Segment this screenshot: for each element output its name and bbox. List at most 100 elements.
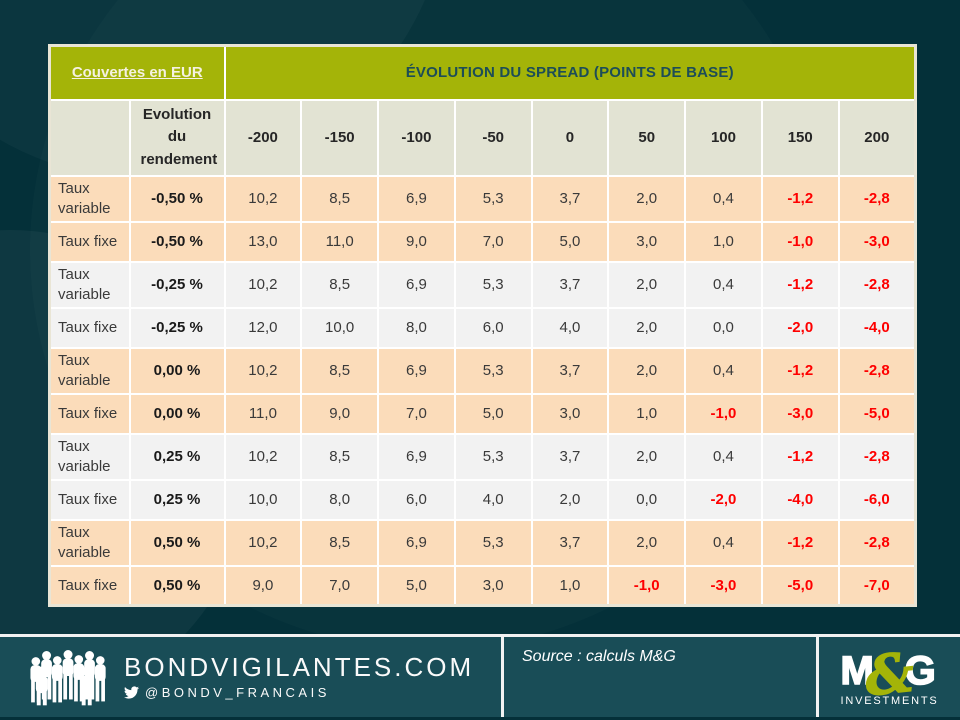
- table-row: Taux variable -0,25 % 10,2 8,5 6,9 5,3 3,7 2,0 0…: [48, 260, 917, 309]
- spread-value-cell: -3,0: [684, 564, 763, 607]
- table-row: Taux fixe -0,50 % 13,0 11,0 9,0 7,0 5,0 3,0 1,0-…: [48, 220, 917, 263]
- table-title: ÉVOLUTION DU SPREAD (POINTS DE BASE): [223, 44, 917, 101]
- spread-value-cell: 4,0: [453, 478, 533, 521]
- yield-cell: 0,50 %: [128, 518, 226, 567]
- spread-column-header: -50: [453, 98, 533, 177]
- site-name: BONDVIGILANTES.COM: [124, 652, 475, 683]
- spread-column-header: 0: [530, 98, 610, 177]
- row-label: Taux fixe: [48, 220, 131, 263]
- spread-value-cell: 8,5: [300, 346, 380, 395]
- spread-column-header: 200: [837, 98, 917, 177]
- yield-cell: -0,50 %: [128, 174, 226, 223]
- spread-column-header: 100: [684, 98, 763, 177]
- spread-value-cell: 5,3: [453, 518, 533, 567]
- table-row: Taux variable 0,50 % 10,2 8,5 6,9 5,3 3,7 2,0 0,…: [48, 518, 917, 567]
- spread-value-cell: -2,0: [760, 306, 840, 349]
- spread-value-cell: 3,0: [607, 220, 687, 263]
- spread-value-cell: 10,2: [223, 174, 303, 223]
- spread-value-cell: 9,0: [223, 564, 303, 607]
- spread-value-cell: 8,0: [300, 478, 380, 521]
- table-row: Taux variable -0,50 % 10,2 8,5 6,9 5,3 3,7 2,0 0…: [48, 174, 917, 223]
- spread-value-cell: -2,0: [684, 478, 763, 521]
- spread-value-cell: 2,0: [607, 174, 687, 223]
- spread-value-cell: 3,7: [530, 174, 610, 223]
- spread-value-cell: -2,8: [837, 518, 917, 567]
- spread-column-header: -200: [223, 98, 303, 177]
- spread-value-cell: 4,0: [530, 306, 610, 349]
- table-row: Taux fixe 0,00 % 11,0 9,0 7,0 5,0 3,0 1,0 -1,0 -3…: [48, 392, 917, 435]
- row-label: Taux variable: [48, 518, 131, 567]
- spread-value-cell: 8,5: [300, 174, 380, 223]
- spread-value-cell: 11,0: [223, 392, 303, 435]
- title-row: Couvertes en EUR ÉVOLUTION DU SPREAD (PO…: [48, 44, 917, 101]
- spread-value-cell: 13,0: [223, 220, 303, 263]
- spread-value-cell: 10,0: [223, 478, 303, 521]
- footer-brand-section: BONDVIGILANTES.COM @BONDV_FRANCAIS: [0, 637, 504, 717]
- spread-value-cell: -3,0: [837, 220, 917, 263]
- spread-value-cell: -6,0: [837, 478, 917, 521]
- spread-value-cell: 9,0: [300, 392, 380, 435]
- spread-value-cell: -1,0: [760, 220, 840, 263]
- spread-value-cell: -2,8: [837, 260, 917, 309]
- row-label: Taux fixe: [48, 306, 131, 349]
- spread-value-cell: -1,2: [760, 432, 840, 481]
- spread-value-cell: 5,3: [453, 346, 533, 395]
- spread-value-cell: -1,0: [607, 564, 687, 607]
- spread-value-cell: -2,8: [837, 174, 917, 223]
- spread-value-cell: 5,3: [453, 432, 533, 481]
- row-label: Taux fixe: [48, 478, 131, 521]
- spread-value-cell: 0,0: [684, 306, 763, 349]
- spread-value-cell: -1,2: [760, 518, 840, 567]
- row-label: Taux variable: [48, 432, 131, 481]
- spread-column-header: 50: [607, 98, 687, 177]
- spread-value-cell: 3,0: [530, 392, 610, 435]
- spread-value-cell: 2,0: [607, 518, 687, 567]
- spread-value-cell: 0,4: [684, 260, 763, 309]
- yield-cell: 0,50 %: [128, 564, 226, 607]
- spread-value-cell: 6,9: [377, 518, 456, 567]
- yield-cell: 0,00 %: [128, 392, 226, 435]
- row-label: Taux variable: [48, 260, 131, 309]
- logo-letter-m: M: [840, 649, 875, 693]
- spread-value-cell: 10,2: [223, 432, 303, 481]
- row-label: Taux variable: [48, 174, 131, 223]
- spread-header-row: Evolution du rendement -200 -150 -100 -50 0 5…: [48, 98, 917, 177]
- logo-ampersand: &: [861, 639, 917, 709]
- table-row: Taux fixe 0,50 % 9,0 7,0 5,0 3,0 1,0 -1,0 -3,0 -5…: [48, 564, 917, 607]
- table-row: Taux fixe 0,25 % 10,0 8,0 6,0 4,0 2,0 0,0 -2,0 -4…: [48, 478, 917, 521]
- spread-value-cell: 3,7: [530, 432, 610, 481]
- footer-source-section: Source : calculs M&G: [504, 637, 819, 717]
- footer-bar: BONDVIGILANTES.COM @BONDV_FRANCAIS Sourc…: [0, 634, 960, 717]
- spread-value-cell: 10,0: [300, 306, 380, 349]
- spread-value-cell: 10,2: [223, 346, 303, 395]
- spread-value-cell: 5,0: [377, 564, 456, 607]
- spread-value-cell: 3,7: [530, 260, 610, 309]
- spread-value-cell: -3,0: [760, 392, 840, 435]
- spread-value-cell: 0,4: [684, 346, 763, 395]
- yield-cell: -0,50 %: [128, 220, 226, 263]
- row-label: Taux fixe: [48, 564, 131, 607]
- spread-value-cell: -2,8: [837, 432, 917, 481]
- spread-value-cell: 2,0: [607, 260, 687, 309]
- yield-column-header: Evolution du rendement: [128, 98, 226, 177]
- spread-value-cell: 6,9: [377, 346, 456, 395]
- logo-caption: INVESTMENTS: [840, 695, 939, 708]
- table-body: Taux variable -0,50 % 10,2 8,5 6,9 5,3 3,7 2,0 0…: [48, 174, 917, 607]
- spread-value-cell: -7,0: [837, 564, 917, 607]
- spread-value-cell: 3,0: [453, 564, 533, 607]
- yield-cell: -0,25 %: [128, 260, 226, 309]
- spread-value-cell: 11,0: [300, 220, 380, 263]
- spread-value-cell: -5,0: [760, 564, 840, 607]
- row-label: Taux variable: [48, 346, 131, 395]
- table-row: Taux variable 0,00 % 10,2 8,5 6,9 5,3 3,7 2,0 0,…: [48, 346, 917, 395]
- spread-value-cell: 6,9: [377, 174, 456, 223]
- yield-cell: 0,25 %: [128, 478, 226, 521]
- yield-cell: -0,25 %: [128, 306, 226, 349]
- spread-column-header: -100: [377, 98, 456, 177]
- footer-logo-section: M & G INVESTMENTS: [819, 637, 960, 717]
- spread-value-cell: 5,0: [530, 220, 610, 263]
- spread-value-cell: 10,2: [223, 260, 303, 309]
- spread-value-cell: 1,0: [607, 392, 687, 435]
- crowd-icon: [30, 650, 106, 706]
- logo-letter-g: G: [904, 649, 937, 693]
